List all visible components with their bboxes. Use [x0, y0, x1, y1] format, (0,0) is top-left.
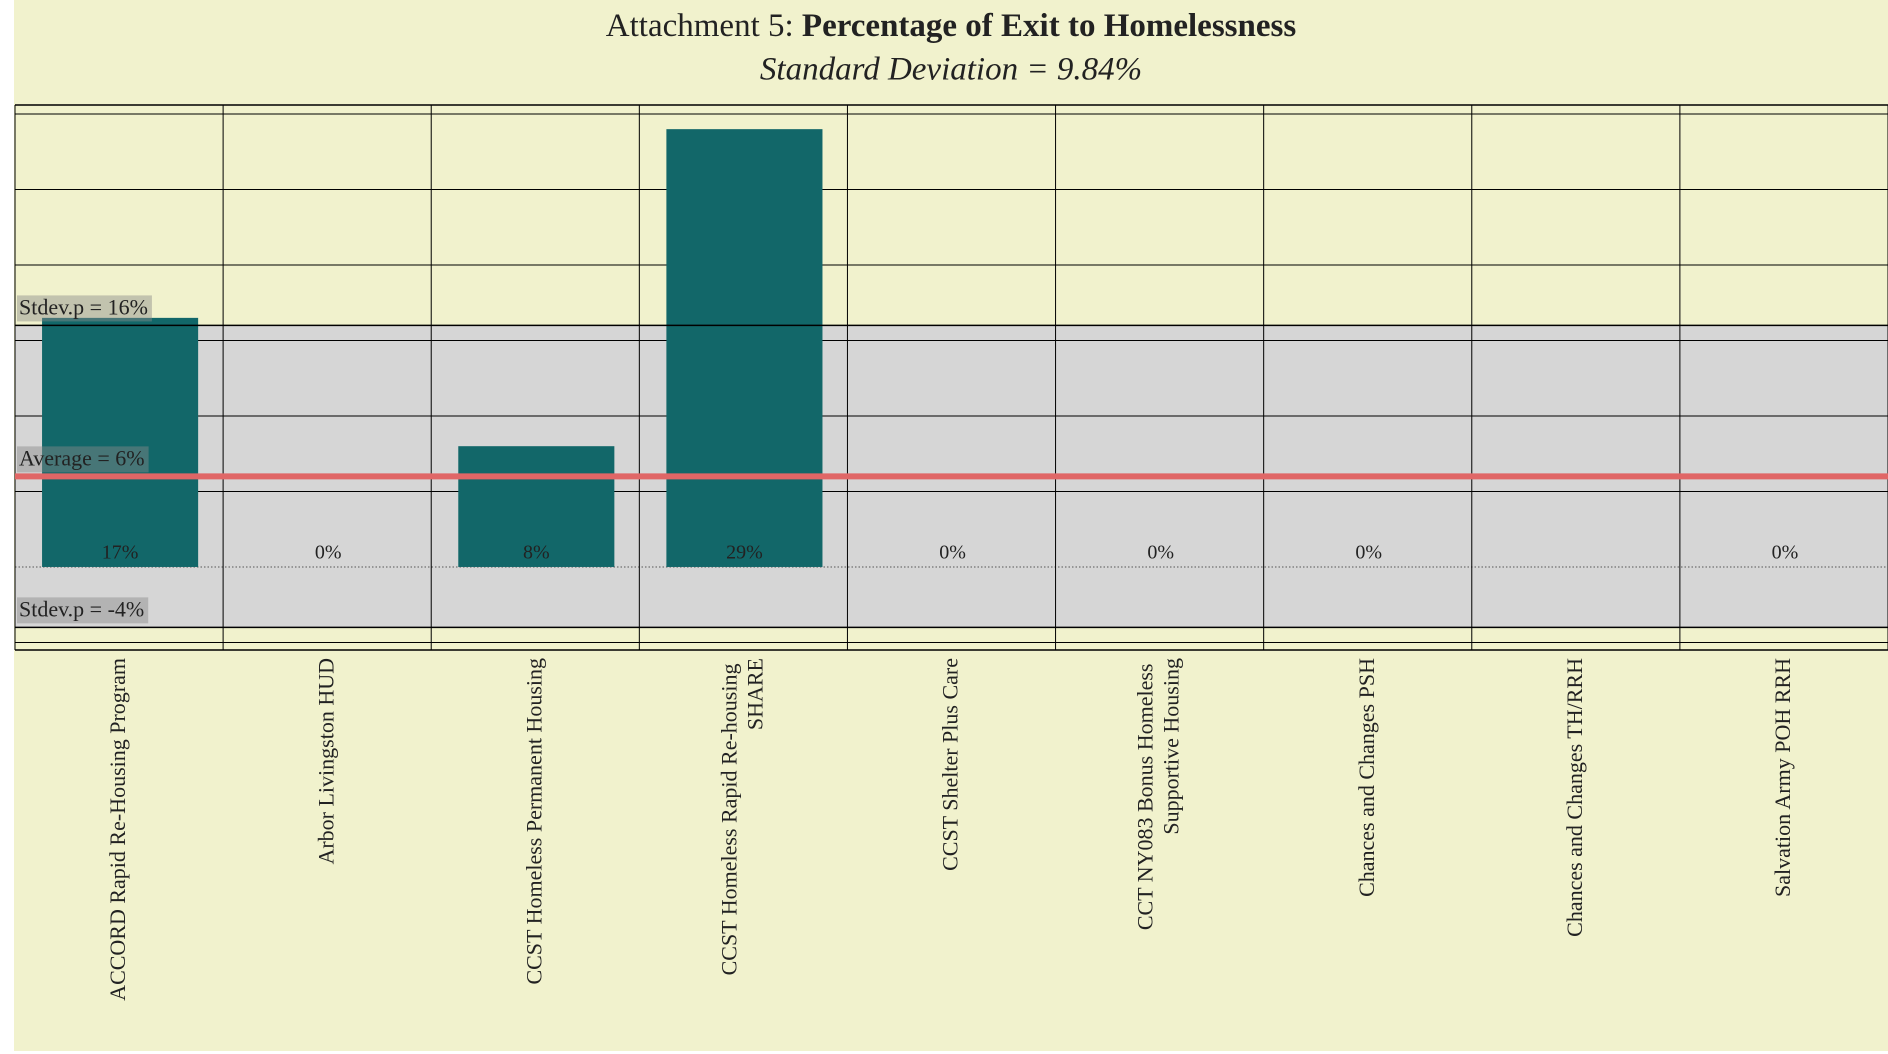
value-label: 8%	[523, 542, 550, 564]
bar	[458, 446, 615, 567]
value-label: 0%	[1147, 542, 1174, 564]
x-tick-label: ACCORD Rapid Re-Housing Program	[105, 658, 130, 1001]
bar	[666, 129, 823, 567]
reference-label: Stdev.p = 16%	[19, 294, 148, 319]
x-tick-label: CCST Homeless Permanent Housing	[521, 658, 546, 985]
value-label: 17%	[102, 542, 139, 564]
x-tick-label: Chances and Changes PSH	[1354, 658, 1379, 897]
reference-label-bg	[17, 446, 149, 473]
value-label: 0%	[315, 542, 342, 564]
value-label: 29%	[726, 542, 763, 564]
value-label: 0%	[1772, 542, 1799, 564]
title-main: Percentage of Exit to Homelessness	[802, 8, 1296, 44]
label-line: Supportive Housing	[1159, 658, 1184, 835]
x-tick-label: Chances and Changes TH/RRH	[1562, 658, 1587, 937]
x-tick-label: Arbor Livingston HUD	[313, 658, 338, 865]
bar	[42, 317, 199, 567]
reference-label: Average = 6%	[19, 445, 145, 470]
label-line: CCST Homeless Rapid Re-housing	[716, 658, 741, 975]
value-label: 0%	[939, 542, 966, 564]
x-tick-label: CCST Homeless Rapid Re-housing SHARE	[716, 658, 767, 975]
reference-label-bg	[17, 597, 149, 624]
chart-subtitle: Standard Deviation = 9.84%	[760, 52, 1142, 88]
reference-label: Stdev.p = -4%	[19, 596, 144, 621]
label-line: SHARE	[742, 658, 767, 730]
x-tick-label: CCST Shelter Plus Care	[938, 658, 963, 871]
title-prefix: Attachment 5:	[606, 8, 794, 44]
chart-title: Attachment 5: Percentage of Exit to Home…	[606, 8, 1297, 44]
x-tick-label: Salvation Army POH RRH	[1770, 658, 1795, 897]
value-label: 0%	[1355, 542, 1382, 564]
reference-label-bg	[17, 295, 152, 322]
x-tick-label: CCT NY083 Bonus Homeless Supportive Hous…	[1133, 658, 1184, 930]
label-line: CCT NY083 Bonus Homeless	[1133, 658, 1158, 930]
